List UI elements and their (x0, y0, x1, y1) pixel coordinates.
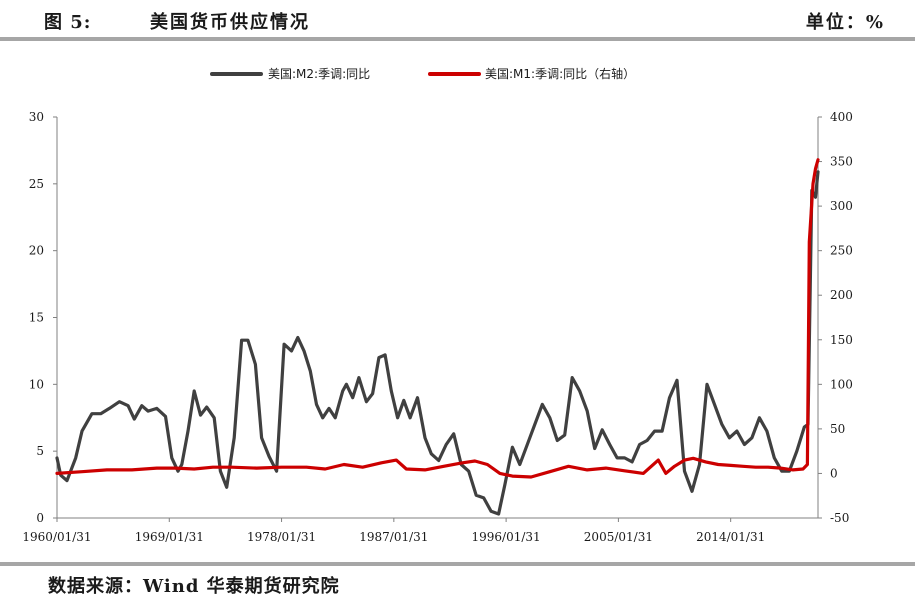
data-source: 数据来源：Wind 华泰期货研究院 (48, 576, 340, 597)
y-left-tick-label: 30 (29, 110, 44, 124)
y-right-tick-label: -50 (830, 511, 849, 525)
y-right-tick-label: 150 (830, 333, 853, 347)
x-tick-label: 2005/01/31 (584, 530, 653, 544)
y-right-tick-label: 350 (830, 155, 853, 169)
x-tick-label: 1996/01/31 (472, 530, 541, 544)
x-tick-label: 1969/01/31 (135, 530, 204, 544)
y-left-tick-label: 5 (36, 444, 44, 458)
top-divider (0, 37, 915, 41)
m1-series-line (55, 158, 820, 479)
legend-label-m1: 美国:M1:季调:同比（右轴） (485, 66, 635, 81)
y-left-tick-label: 15 (29, 311, 44, 325)
figure-label: 图 5: (44, 12, 92, 33)
legend: 美国:M2:季调:同比 美国:M1:季调:同比（右轴） (210, 66, 635, 81)
y-right-tick-label: 100 (830, 377, 853, 391)
series-lines (55, 158, 820, 516)
y-left-tick-label: 25 (29, 177, 44, 191)
y-left-tick-label: 20 (29, 244, 44, 258)
x-tick-label: 1978/01/31 (247, 530, 316, 544)
y-right-tick-label: 400 (830, 110, 853, 124)
chart-canvas: 美国:M2:季调:同比 美国:M1:季调:同比（右轴） 0 5 10 15 20 25 30 -… (22, 66, 852, 544)
y-right-tick-label: 200 (830, 288, 853, 302)
y-left-tick-label: 10 (29, 377, 44, 391)
m2-series-line (55, 170, 820, 516)
y-right-tick-label: 0 (830, 466, 838, 480)
y-right-tick-label: 250 (830, 244, 853, 258)
y-right-tick-label: 300 (830, 199, 853, 213)
x-tick-label: 2014/01/31 (696, 530, 765, 544)
axes: 0 5 10 15 20 25 30 -50 0 50 100 150 200 250 300 350 400 1… (22, 110, 852, 544)
x-tick-label: 1987/01/31 (359, 530, 428, 544)
x-tick-label: 1960/01/31 (22, 530, 91, 544)
legend-label-m2: 美国:M2:季调:同比 (268, 67, 370, 81)
chart-title: 美国货币供应情况 (150, 12, 310, 33)
y-right-tick-label: 50 (830, 422, 845, 436)
y-left-tick-label: 0 (36, 511, 44, 525)
unit-label: 单位：% (805, 12, 885, 33)
bottom-divider (0, 562, 915, 566)
